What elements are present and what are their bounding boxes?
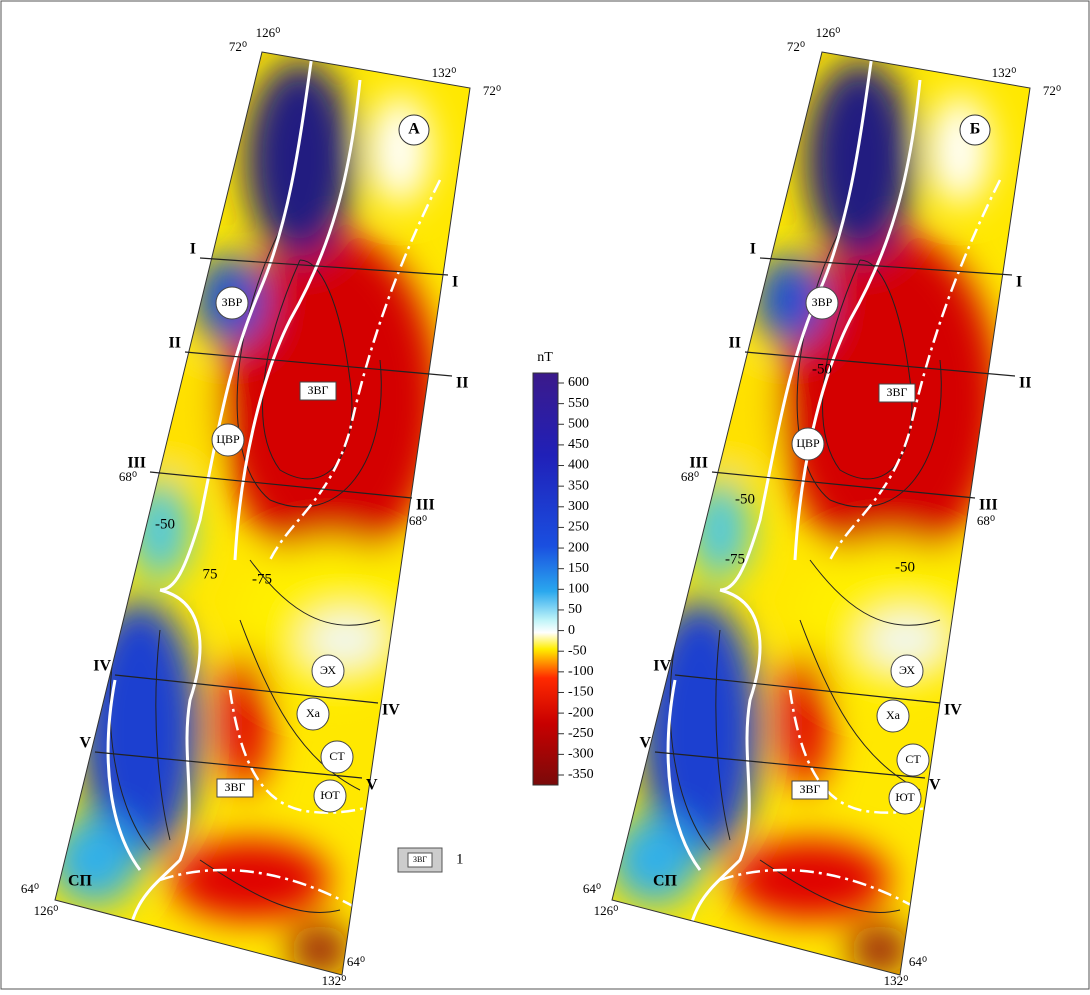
colorbar-tick-label: 550 [568,396,589,411]
colorbar-tick-label: 450 [568,437,589,452]
region-label: ЗВГ [225,780,246,794]
coordinate-label: 132⁰ [992,65,1017,80]
colorbar [533,373,558,785]
colorbar-tick-label: 50 [568,602,582,617]
coordinate-label: 132⁰ [432,65,457,80]
region-label: ЦВР [216,432,240,446]
contour-label: -75 [252,571,272,587]
region-label: ЗВР [812,295,833,309]
coordinate-label: 126⁰ [256,25,281,40]
region-label: ЦВР [796,436,820,450]
region-label: ЭХ [899,663,915,677]
colorbar-tick-label: 400 [568,458,589,473]
region-label: СП [653,873,678,890]
figure: nT ЗВГ 1 6005505004504003503002502001501… [0,0,1090,990]
map-b [600,40,1040,990]
colorbar-tick-label: 600 [568,375,589,390]
colorbar-tick-label: -300 [568,747,594,762]
region-label: ЗВР [222,295,243,309]
colorbar-tick-label: -250 [568,726,594,741]
coordinate-label: 64⁰ [909,954,927,969]
profile-label: II [1019,375,1031,392]
coordinate-label: 68⁰ [409,513,427,528]
coordinate-label: 72⁰ [483,83,501,98]
legend-number: 1 [456,851,464,867]
colorbar-tick-label: -100 [568,664,594,679]
contour-label: -50 [155,516,175,532]
colorbar-tick-label: 350 [568,478,589,493]
colorbar-tick-label: 500 [568,416,589,431]
profile-label: IV [944,702,962,719]
coordinate-label: 132⁰ [322,973,347,988]
profile-label: II [169,335,181,352]
colorbar-tick-label: 300 [568,499,589,514]
profile-label: II [729,335,741,352]
region-label: СП [68,873,93,890]
profile-label: III [979,497,998,514]
coordinate-label: 126⁰ [594,903,619,918]
region-label: ЗВГ [308,383,329,397]
panel-letter: Б [970,121,981,138]
profile-label: I [1016,274,1022,291]
profile-label: III [689,455,708,472]
profile-label: IV [93,658,111,675]
legend-label: ЗВГ [413,855,427,864]
coordinate-label: 68⁰ [977,513,995,528]
colorbar-tick-label: 0 [568,623,575,638]
colorbar-unit: nT [537,350,553,365]
coordinate-label: 126⁰ [34,903,59,918]
region-label: СТ [905,752,921,766]
coordinate-label: 64⁰ [21,881,39,896]
colorbar-tick-label: -200 [568,705,594,720]
region-label: Ха [306,706,321,720]
contour-label: -50 [735,491,755,507]
profile-label: I [190,241,196,258]
region-label: Ха [886,708,901,722]
profile-label: IV [382,702,400,719]
colorbar-tick-label: -150 [568,685,594,700]
region-label: СТ [329,749,345,763]
coordinate-label: 132⁰ [884,973,909,988]
profile-label: I [750,241,756,258]
region-label: ЗВГ [800,782,821,796]
profile-label: I [452,274,458,291]
region-label: ЮТ [320,788,340,802]
profile-label: V [79,735,91,752]
colorbar-tick-label: 100 [568,582,589,597]
coordinate-label: 64⁰ [583,881,601,896]
colorbar-tick-label: -50 [568,643,587,658]
coordinate-label: 72⁰ [787,39,805,54]
colorbar-tick-label: -350 [568,767,594,782]
region-label: ЭХ [320,663,336,677]
region-label: ЮТ [895,790,915,804]
profile-label: V [929,777,941,794]
profile-label: IV [653,658,671,675]
panel-letter: А [408,121,420,138]
coordinate-label: 72⁰ [1043,83,1061,98]
profile-label: III [416,497,435,514]
colorbar-tick-label: 200 [568,540,589,555]
contour-label: -75 [725,551,745,567]
contour-label: -50 [895,559,915,575]
colorbar-tick-label: 150 [568,561,589,576]
contour-label: 75 [203,566,218,582]
coordinate-label: 126⁰ [816,25,841,40]
profile-label: III [127,455,146,472]
region-label: ЗВГ [887,385,908,399]
coordinate-label: 72⁰ [229,39,247,54]
profile-label: V [639,735,651,752]
profile-label: V [366,777,378,794]
coordinate-label: 64⁰ [347,954,365,969]
profile-label: II [456,375,468,392]
contour-label: -50 [812,361,832,377]
colorbar-tick-label: 250 [568,520,589,535]
